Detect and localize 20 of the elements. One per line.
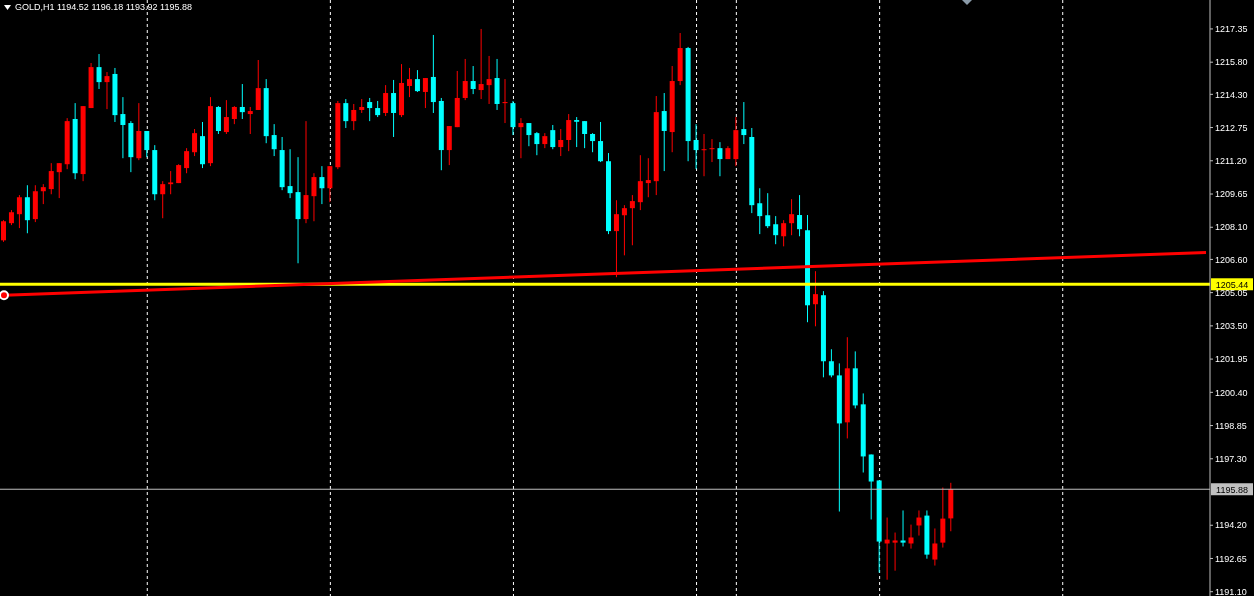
y-tick-label: 1194.20 <box>1215 520 1247 531</box>
y-tick-label: 1211.20 <box>1215 155 1247 166</box>
y-tick-label: 1197.30 <box>1215 453 1247 464</box>
y-tick-label: 1203.50 <box>1215 321 1248 332</box>
y-tick-label: 1192.65 <box>1215 553 1247 564</box>
y-tick-label: 1214.30 <box>1215 89 1248 100</box>
ref-line-label: 1195.88 <box>1216 484 1248 495</box>
y-tick-label: 1215.80 <box>1215 57 1248 68</box>
y-tick-label: 1200.40 <box>1215 387 1248 398</box>
y-tick-label: 1206.60 <box>1215 254 1248 265</box>
y-tick-label: 1209.65 <box>1215 189 1248 200</box>
chart-title: GOLD,H1 1194.52 1196.18 1193.92 1195.88 <box>15 2 192 12</box>
y-tick-label: 1205.05 <box>1215 287 1248 298</box>
y-tick-label: 1217.35 <box>1215 24 1248 35</box>
y-tick-label: 1212.75 <box>1215 122 1248 133</box>
ref-line-label: 1205.44 <box>1215 279 1249 290</box>
y-tick-label: 1198.85 <box>1215 420 1247 431</box>
y-tick-label: 1191.10 <box>1215 586 1247 596</box>
y-tick-label: 1201.95 <box>1215 354 1248 365</box>
y-tick-label: 1208.10 <box>1215 222 1248 233</box>
